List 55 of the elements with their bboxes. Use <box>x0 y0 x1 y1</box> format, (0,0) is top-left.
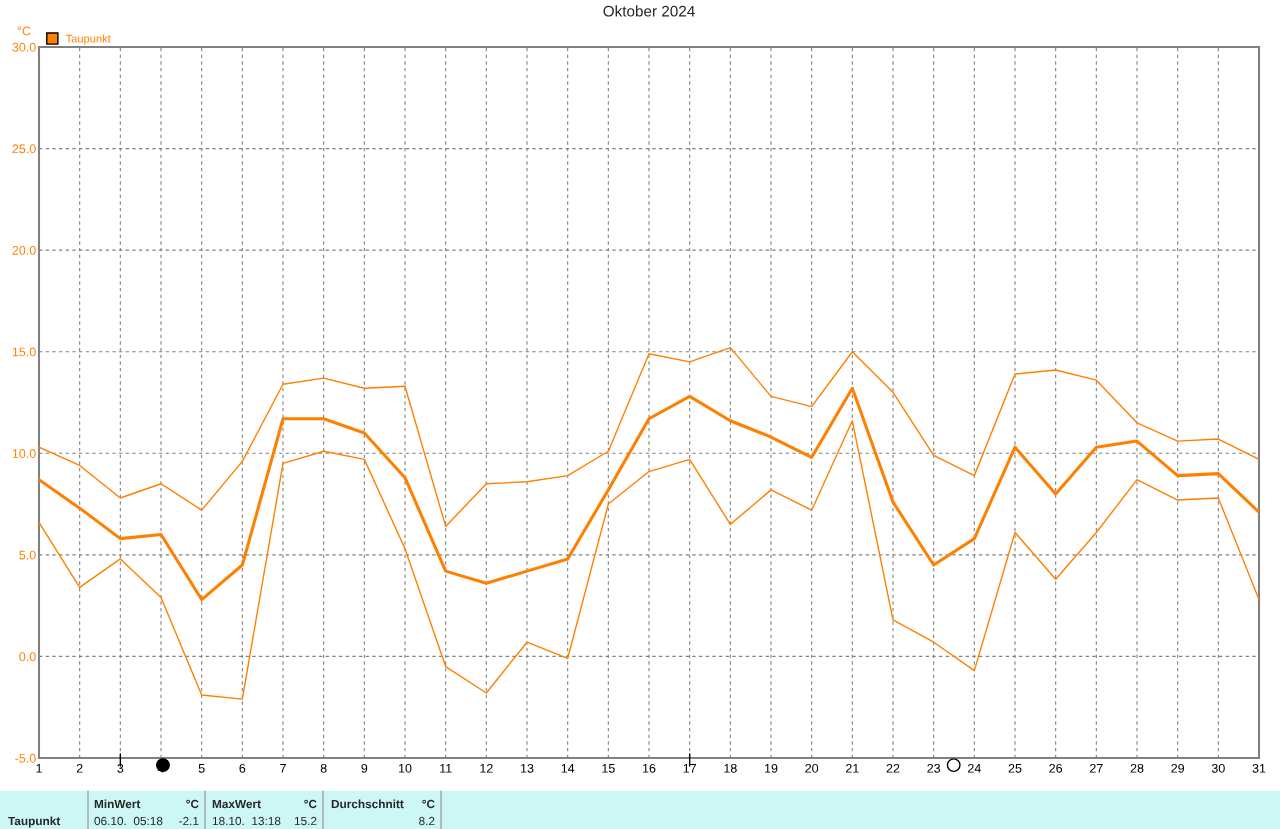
y-tick-label: 15.0 <box>12 347 36 357</box>
x-tick-label: 2 <box>76 763 83 773</box>
x-tick-label: 27 <box>1090 763 1103 773</box>
x-tick-label: 12 <box>480 763 493 773</box>
legend-label: Taupunkt <box>65 34 111 45</box>
text: Taupunkt <box>8 816 61 828</box>
x-tick-label: 6 <box>239 763 246 773</box>
x-tick-label: 16 <box>643 763 656 773</box>
y-axis-title: °C <box>17 26 31 36</box>
x-tick-label: 30 <box>1211 763 1225 773</box>
x-tick-label: 8 <box>320 763 327 773</box>
text: 06.10. 05:18 <box>94 816 163 826</box>
line-series <box>39 420 1259 700</box>
x-tick-label: 15 <box>602 764 615 773</box>
x-tick-label: 13 <box>521 763 534 773</box>
x-tick-label: 5 <box>198 764 205 773</box>
x-tick-label: 14 <box>561 764 575 773</box>
y-tick-label: 0.0 <box>19 652 36 662</box>
x-tick-label: 1 <box>36 764 42 773</box>
y-tick-label: 30.0 <box>12 42 36 52</box>
x-tick-label: 29 <box>1171 763 1185 773</box>
y-tick-label: 10.0 <box>12 449 36 458</box>
x-tick-label: 18 <box>724 763 737 773</box>
x-tick-label: 20 <box>805 763 819 773</box>
y-tick-label: 20.0 <box>12 245 36 255</box>
text: 18.10. 13:18 <box>212 816 281 826</box>
text: °C <box>304 799 317 809</box>
x-tick-label: 10 <box>399 763 412 773</box>
x-tick-label: 21 <box>846 763 859 773</box>
x-tick-label: 28 <box>1130 763 1144 773</box>
x-tick-label: 19 <box>765 763 778 773</box>
x-tick-label: 25 <box>1008 763 1022 773</box>
line-series <box>39 346 1259 528</box>
y-tick-label: -5.0 <box>15 753 36 763</box>
text: °C <box>422 799 435 809</box>
text: 15.2 <box>294 816 317 826</box>
y-tick-label: 25.0 <box>12 144 36 154</box>
x-tick-label: 24 <box>968 763 981 773</box>
text: MinWert <box>94 799 141 809</box>
text: 8.2 <box>419 816 435 826</box>
x-tick-label: 7 <box>280 764 286 773</box>
text: °C <box>186 799 199 809</box>
x-tick-label: 31 <box>1252 763 1266 773</box>
x-tick-label: 22 <box>886 763 900 773</box>
line-series <box>39 386 1259 602</box>
x-tick-label: 26 <box>1049 763 1063 773</box>
y-tick-label: 5.0 <box>19 550 36 560</box>
x-tick-label: 17 <box>683 764 696 773</box>
x-tick-label: 11 <box>440 764 452 773</box>
x-tick-label: 23 <box>927 763 941 773</box>
x-tick-label: 9 <box>361 763 368 773</box>
text: -2.1 <box>179 816 199 826</box>
chart-title: Oktober 2024 <box>603 5 695 17</box>
text: MaxWert <box>212 799 261 809</box>
text: Durchschnitt <box>331 799 404 809</box>
